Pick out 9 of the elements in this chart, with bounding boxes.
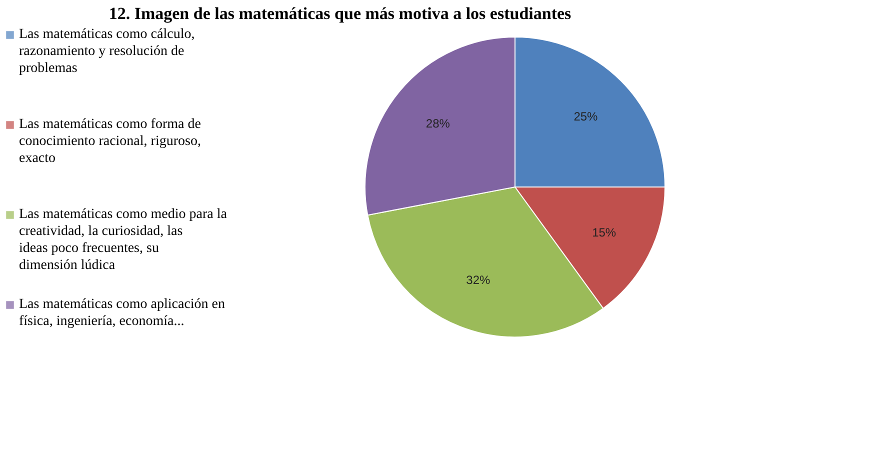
legend-label: Las matemáticas como forma de conocimiento racional, riguroso, exacto [19,117,201,166]
data-label: 25% [574,109,598,124]
data-label: 15% [592,225,616,240]
data-label: 28% [426,116,450,130]
legend-label: Las matemáticas como medio para la creatividad, la curiosidad, las ideas poco frecuentes, su dimensión lúdica [19,207,228,273]
legend-label: Las matemáticas como cálculo, razonamiento y resolución de problemas [19,27,195,76]
data-label: 32% [466,272,491,287]
legend-label: Las matemáticas como aplicación en física, ingeniería, economía... [19,297,226,329]
chart-title: 12. Imagen de las matemáticas que más motiva a los estudiantes [108,4,572,23]
